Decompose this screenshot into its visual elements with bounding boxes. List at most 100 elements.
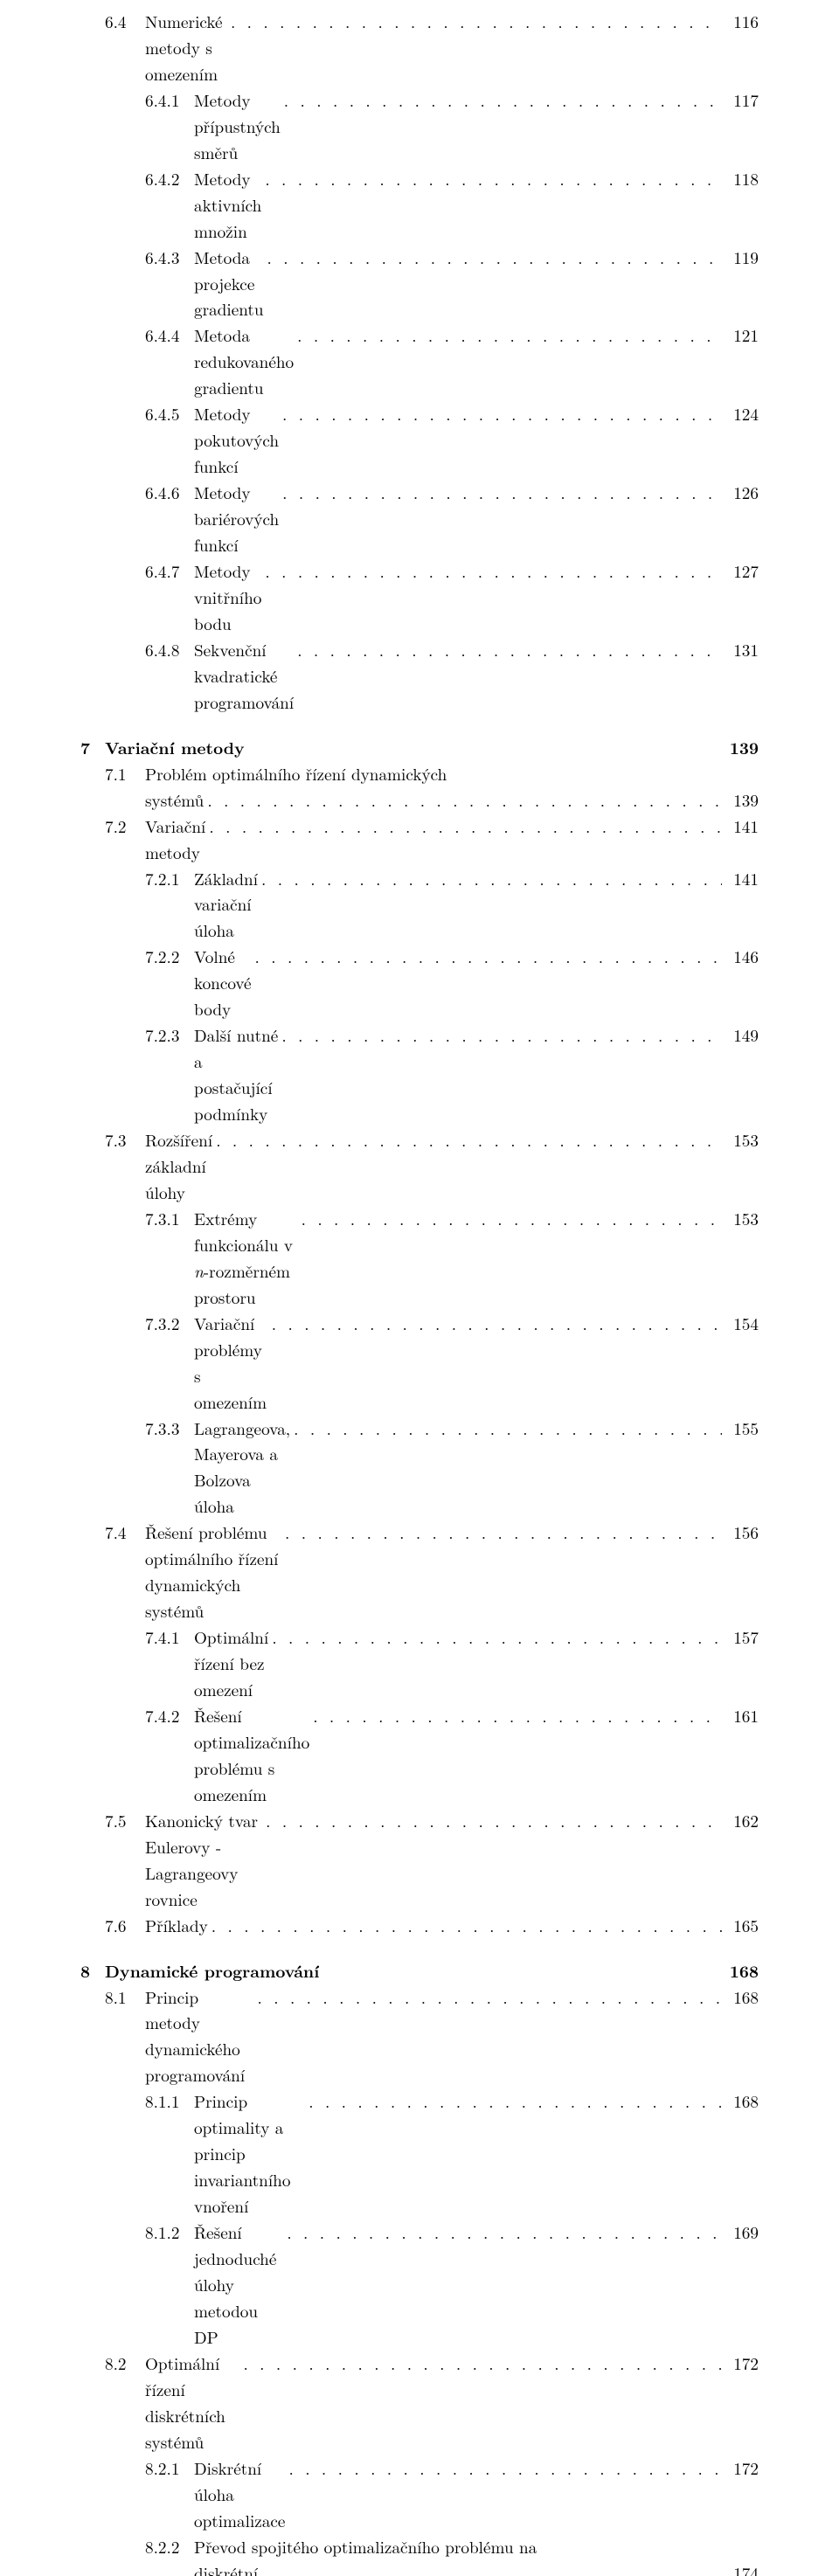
toc-entry-continuation: diskrétní 174	[80, 2560, 759, 2576]
toc-number: 8.2.2	[145, 2534, 194, 2560]
toc-title-part: Extrémy funkcionálu v	[194, 1206, 293, 1257]
toc-page-num: 116	[725, 9, 759, 35]
toc-entry: 6.4.1 Metody přípustných směrů 117	[80, 87, 759, 166]
toc-title: Princip metody dynamického programování	[145, 1984, 254, 2089]
toc-leader	[287, 2219, 722, 2246]
toc-leader	[294, 1416, 722, 1442]
toc-title: Variační metody	[145, 814, 205, 866]
toc-entry: 6.4.7 Metody vnitřního bodu 127	[80, 558, 759, 637]
toc-leader	[288, 2455, 722, 2482]
toc-title-part: -rozměrném prostoru	[194, 1258, 290, 1309]
toc-page-num: 149	[725, 1022, 759, 1049]
toc-leader	[255, 944, 722, 970]
toc-number: 7.2.2	[145, 944, 194, 970]
toc-entry: 6.4.6 Metody bariérových funkcí 126	[80, 480, 759, 558]
toc-page-num: 141	[725, 814, 759, 840]
toc-entry: 7.4 Řešení problému optimálního řízení d…	[80, 1520, 759, 1624]
toc-leader	[272, 1311, 722, 1337]
toc-leader	[258, 1984, 723, 2011]
toc-title: Variační problémy s omezením	[194, 1311, 268, 1416]
toc-page-num: 124	[725, 401, 759, 427]
toc-entry: 7.3.3 Lagrangeova, Mayerova a Bolzova úl…	[80, 1416, 759, 1520]
toc-leader	[265, 558, 722, 585]
chapter-title: Variační metody	[105, 735, 725, 761]
toc-number: 7.6	[105, 1913, 145, 1939]
toc-entry: 7.2.2 Volné koncové body 146	[80, 944, 759, 1022]
toc-number: 6.4	[105, 9, 145, 35]
toc-number: 7.3.2	[145, 1311, 194, 1337]
toc-leader	[272, 1624, 722, 1651]
toc-number: 7.5	[105, 1808, 145, 1834]
toc-entry: 6.4.2 Metody aktivních množin 118	[80, 166, 759, 245]
toc-page-num: 168	[725, 1984, 759, 2011]
toc-entry: 8.2.1 Diskrétní úloha optimalizace 172	[80, 2455, 759, 2534]
toc-number: 6.4.8	[145, 637, 194, 663]
toc-title: Optimální řízení diskrétních systémů	[145, 2351, 239, 2455]
toc-entry: 7.1 Problém optimálního řízení dynamický…	[80, 761, 759, 787]
toc-leader	[285, 1520, 722, 1546]
toc-chapter: 7 Variační metody 139	[80, 735, 759, 761]
toc-page-num: 161	[725, 1703, 759, 1729]
toc-entry: 7.6 Příklady 165	[80, 1913, 759, 1939]
chapter-page: 139	[725, 735, 759, 761]
toc-entry: 6.4.8 Sekvenční kvadratické programování…	[80, 637, 759, 716]
toc-title: Metoda redukovaného gradientu	[194, 322, 294, 401]
toc-number: 7.4.1	[145, 1624, 194, 1651]
toc-page-num: 154	[725, 1311, 759, 1337]
toc-entry: 6.4 Numerické metody s omezením 116	[80, 9, 759, 87]
toc-number: 6.4.4	[145, 322, 194, 349]
toc-number: 7.2	[105, 814, 145, 840]
toc-page-num: 153	[725, 1127, 759, 1153]
toc-number: 6.4.6	[145, 480, 194, 506]
toc-number: 8.1	[105, 1984, 145, 2011]
toc-title: Řešení jednoduché úlohy metodou DP	[194, 2219, 283, 2351]
toc-page-num: 126	[725, 480, 759, 506]
toc-title: Metody bariérových funkcí	[194, 480, 279, 558]
toc-leader	[309, 2088, 722, 2115]
toc-title: systémů	[145, 787, 204, 814]
toc-number: 6.4.3	[145, 245, 194, 271]
toc-leader	[211, 1913, 722, 1939]
toc-page: 6.4 Numerické metody s omezením 116 6.4.…	[0, 0, 839, 2576]
toc-title: Optimální řízení bez omezení	[194, 1624, 268, 1703]
toc-leader	[282, 401, 722, 427]
toc-leader	[302, 1206, 722, 1232]
toc-entry: 6.4.3 Metoda projekce gradientu 119	[80, 245, 759, 323]
toc-title: Princip optimality a princip invariantní…	[194, 2088, 305, 2219]
toc-leader	[266, 1808, 722, 1834]
toc-page-num: 141	[725, 866, 759, 892]
toc-number: 7.2.1	[145, 866, 194, 892]
toc-entry: 8.1.1 Princip optimality a princip invar…	[80, 2088, 759, 2219]
toc-number: 8.1.1	[145, 2088, 194, 2115]
toc-number: 7.1	[105, 761, 145, 787]
toc-leader	[261, 866, 722, 892]
toc-title: Další nutné a postačující podmínky	[194, 1022, 278, 1127]
toc-leader	[282, 480, 722, 506]
toc-number: 6.4.7	[145, 558, 194, 585]
toc-title: Základní variační úloha	[194, 866, 258, 945]
toc-page-num: 127	[725, 558, 759, 585]
toc-number: 7.2.3	[145, 1022, 194, 1049]
toc-entry: 8.2 Optimální řízení diskrétních systémů…	[80, 2351, 759, 2455]
toc-number: 6.4.5	[145, 401, 194, 427]
toc-title: Problém optimálního řízení dynamických	[145, 761, 447, 787]
toc-title: Lagrangeova, Mayerova a Bolzova úloha	[194, 1416, 290, 1520]
toc-page-num: 139	[725, 787, 759, 814]
toc-leader	[209, 814, 722, 840]
toc-number: 7.4	[105, 1520, 145, 1546]
toc-page-num: 117	[725, 87, 759, 114]
toc-page-num: 131	[725, 637, 759, 663]
toc-leader	[313, 1703, 722, 1729]
toc-entry: 7.4.1 Optimální řízení bez omezení 157	[80, 1624, 759, 1703]
toc-entry: 8.2.2 Převod spojitého optimalizačního p…	[80, 2534, 759, 2560]
toc-page-num: 172	[725, 2351, 759, 2377]
toc-page-num: 153	[725, 1206, 759, 1232]
toc-title: Metoda projekce gradientu	[194, 245, 264, 323]
toc-title: Rozšíření základní úlohy	[145, 1127, 212, 1206]
toc-leader	[207, 787, 722, 814]
toc-entry: 7.3.2 Variační problémy s omezením 154	[80, 1311, 759, 1416]
toc-title: Metody pokutových funkcí	[194, 401, 279, 480]
toc-title: Kanonický tvar Eulerovy - Lagrangeovy ro…	[145, 1808, 262, 1913]
toc-title: Metody vnitřního bodu	[194, 558, 261, 637]
toc-title: Metody aktivních množin	[194, 166, 261, 245]
